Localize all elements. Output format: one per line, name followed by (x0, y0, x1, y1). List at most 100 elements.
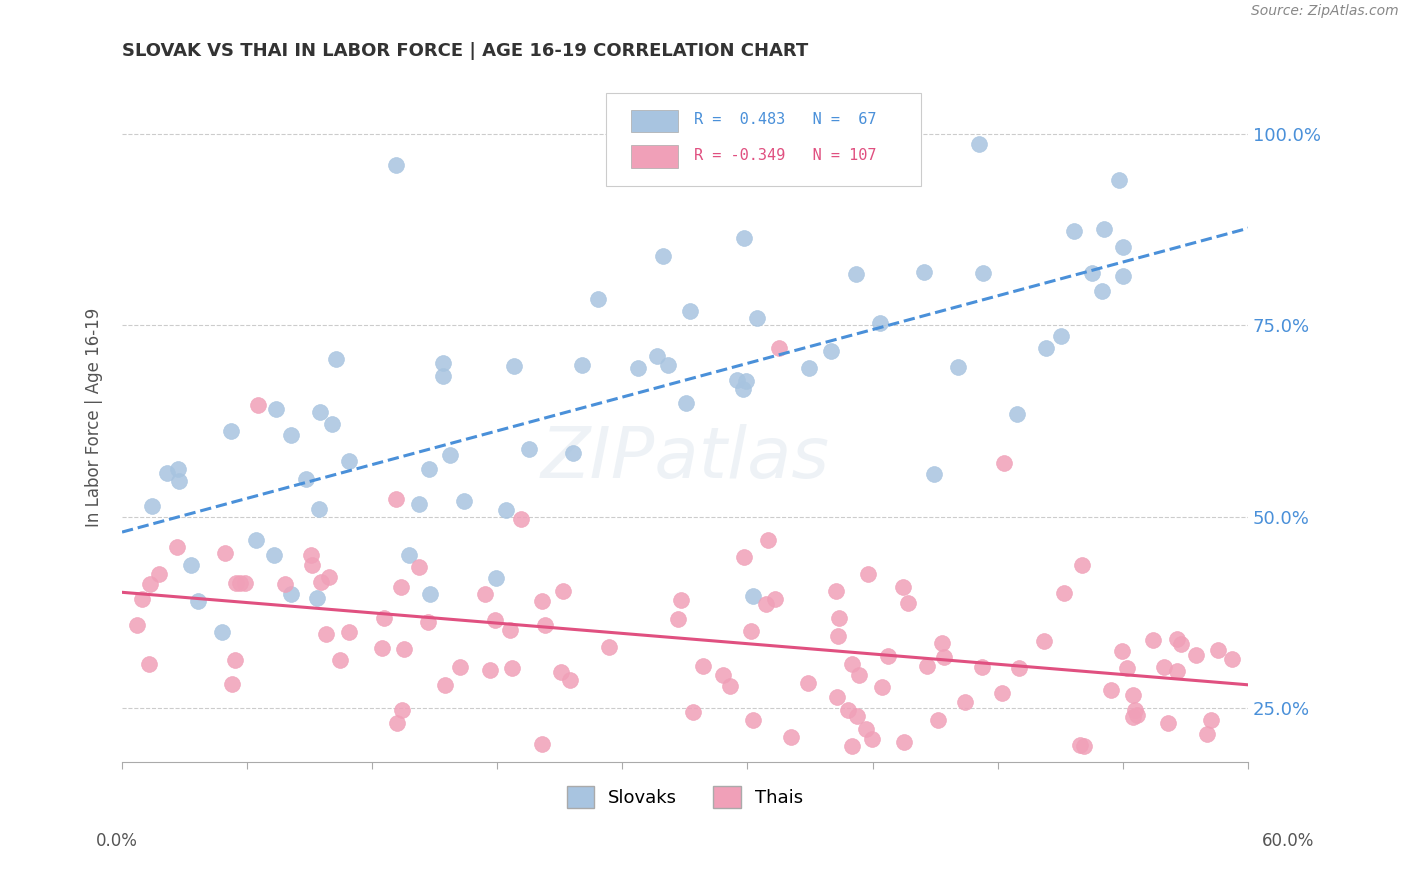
Point (531, 737, 554, 751)
Point (418, 462, 440, 476)
Point (820, 343, 842, 358)
Point (855, 722, 877, 736)
Point (671, 593, 693, 607)
Point (1122, 688, 1144, 702)
Point (499, 623, 522, 637)
Point (139, 577, 162, 591)
Point (1091, 284, 1114, 298)
Point (264, 401, 287, 416)
Point (307, 591, 329, 605)
Point (495, 502, 517, 516)
Point (841, 657, 863, 671)
Point (166, 462, 188, 476)
Point (299, 549, 322, 563)
Point (274, 576, 297, 591)
Point (385, 158, 408, 172)
Point (391, 580, 413, 594)
Text: 0.0%: 0.0% (96, 831, 138, 849)
Point (953, 695, 976, 709)
Point (180, 558, 202, 573)
Point (1142, 632, 1164, 647)
Point (1099, 682, 1122, 697)
Point (1092, 222, 1115, 236)
Point (224, 653, 246, 667)
Point (876, 649, 898, 664)
Point (478, 663, 501, 677)
FancyBboxPatch shape (631, 110, 678, 132)
Point (1153, 660, 1175, 674)
Point (263, 548, 285, 562)
Point (844, 267, 866, 281)
Point (295, 472, 318, 486)
Point (731, 382, 754, 396)
Point (1073, 739, 1095, 754)
Point (329, 653, 352, 667)
Point (598, 640, 620, 654)
Point (221, 425, 243, 439)
Point (166, 541, 188, 555)
Text: R = -0.349   N = 107: R = -0.349 N = 107 (695, 148, 876, 162)
Point (718, 679, 741, 693)
Point (931, 636, 953, 650)
Point (453, 493, 475, 508)
Point (1197, 727, 1219, 741)
Point (131, 592, 153, 607)
Point (765, 591, 787, 606)
Point (675, 396, 697, 410)
Point (924, 467, 946, 482)
Point (1108, 173, 1130, 187)
Point (768, 341, 790, 355)
Point (860, 731, 883, 746)
Point (245, 533, 267, 547)
Point (897, 596, 920, 610)
Point (1069, 739, 1091, 753)
FancyBboxPatch shape (631, 145, 678, 168)
Point (755, 597, 778, 611)
Point (187, 594, 209, 608)
Point (385, 716, 408, 731)
Point (1157, 716, 1180, 731)
Point (848, 667, 870, 681)
Point (339, 625, 361, 640)
Point (550, 665, 572, 680)
Text: ZIPatlas: ZIPatlas (540, 424, 830, 493)
Point (841, 739, 863, 754)
Point (741, 589, 763, 603)
Point (433, 678, 456, 692)
Point (225, 575, 247, 590)
Point (138, 657, 160, 672)
Point (692, 659, 714, 673)
Point (666, 612, 689, 626)
Point (571, 358, 593, 372)
Point (280, 587, 302, 601)
Point (373, 611, 395, 625)
Point (756, 533, 779, 547)
Point (560, 673, 582, 687)
Point (308, 502, 330, 516)
Point (533, 618, 555, 632)
Point (398, 549, 420, 563)
Point (912, 265, 935, 279)
Point (1122, 710, 1144, 724)
Point (645, 349, 668, 363)
Point (586, 292, 609, 306)
Point (972, 266, 994, 280)
Point (828, 611, 851, 625)
Point (211, 624, 233, 639)
Point (233, 576, 256, 591)
Point (991, 686, 1014, 700)
Point (391, 703, 413, 717)
Point (517, 442, 540, 456)
Point (858, 567, 880, 582)
Point (125, 617, 148, 632)
Point (1123, 703, 1146, 717)
Point (946, 359, 969, 374)
Point (1032, 633, 1054, 648)
Point (221, 677, 243, 691)
Point (1070, 558, 1092, 572)
Y-axis label: In Labor Force | Age 16-19: In Labor Force | Age 16-19 (86, 308, 103, 526)
Point (733, 230, 755, 244)
Point (530, 594, 553, 608)
Point (993, 456, 1015, 470)
Point (1008, 661, 1031, 675)
